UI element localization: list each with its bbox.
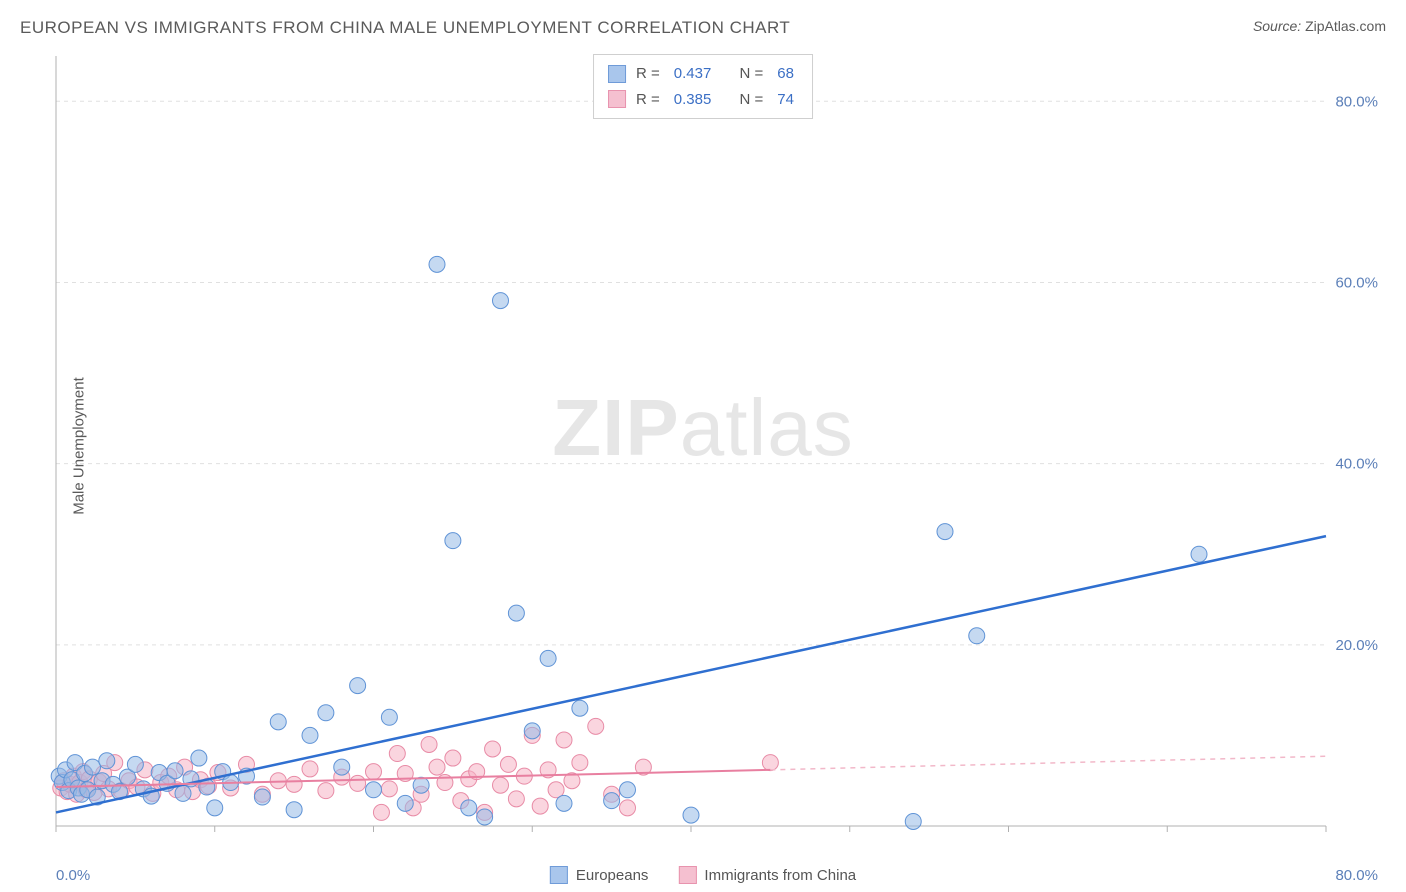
n-value-2: 74: [777, 87, 794, 113]
r-value-2: 0.385: [674, 87, 712, 113]
stats-legend-box: R = 0.437 N = 68 R = 0.385 N = 74: [593, 54, 813, 119]
source-label: Source:: [1253, 18, 1301, 34]
bottom-legend: Europeans Immigrants from China: [550, 866, 856, 884]
r-value-1: 0.437: [674, 61, 712, 87]
svg-text:60.0%: 60.0%: [1335, 274, 1378, 291]
r-label-1: R =: [636, 61, 660, 87]
scatter-plot-svg: 20.0% 40.0% 60.0% 80.0%: [50, 50, 1386, 832]
svg-text:80.0%: 80.0%: [1335, 93, 1378, 110]
stats-row-immigrants: R = 0.385 N = 74: [608, 87, 798, 113]
chart-area: 20.0% 40.0% 60.0% 80.0%: [50, 50, 1386, 832]
n-label-1: N =: [740, 61, 764, 87]
svg-text:40.0%: 40.0%: [1335, 456, 1378, 473]
n-label-2: N =: [740, 87, 764, 113]
n-value-1: 68: [777, 61, 794, 87]
chart-title: EUROPEAN VS IMMIGRANTS FROM CHINA MALE U…: [20, 18, 790, 38]
svg-text:20.0%: 20.0%: [1335, 637, 1378, 654]
x-axis-min-label: 0.0%: [56, 867, 90, 884]
legend-item-immigrants: Immigrants from China: [678, 866, 856, 884]
swatch-pink-icon: [608, 90, 626, 108]
legend-swatch-blue-icon: [550, 866, 568, 884]
legend-label-europeans: Europeans: [576, 867, 649, 884]
source-attribution: Source: ZipAtlas.com: [1253, 18, 1386, 34]
stats-row-europeans: R = 0.437 N = 68: [608, 61, 798, 87]
legend-swatch-pink-icon: [678, 866, 696, 884]
x-axis-max-label: 80.0%: [1335, 867, 1378, 884]
source-value: ZipAtlas.com: [1305, 18, 1386, 34]
legend-item-europeans: Europeans: [550, 866, 649, 884]
r-label-2: R =: [636, 87, 660, 113]
swatch-blue-icon: [608, 65, 626, 83]
legend-label-immigrants: Immigrants from China: [704, 867, 856, 884]
